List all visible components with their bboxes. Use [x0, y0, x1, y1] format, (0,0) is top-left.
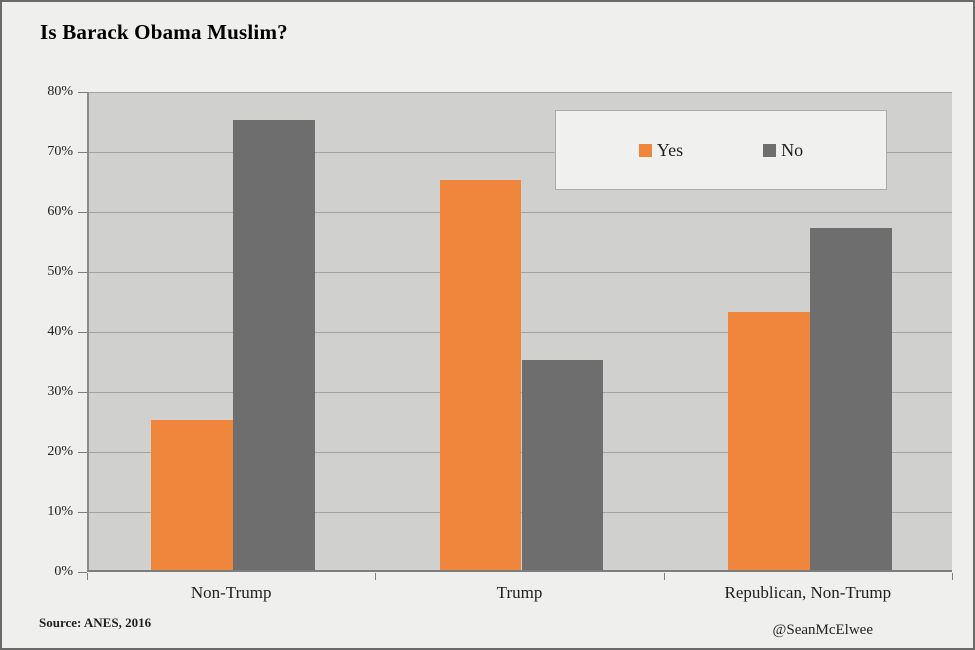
bar-yes-trump: [439, 180, 522, 570]
y-tick-label-0: 0%: [54, 564, 73, 579]
y-tick-label-30: 30%: [47, 384, 73, 399]
bar-no-trump: [521, 360, 604, 570]
legend-label-yes: Yes: [656, 139, 684, 160]
y-tick-mark-0: [78, 572, 87, 573]
x-tick-mark-0: [87, 573, 88, 580]
legend-swatch-icon-no: [763, 143, 777, 157]
y-tick-label-70: 70%: [47, 144, 73, 159]
y-tick-mark-80: [78, 92, 87, 93]
bar-no-republican-non-trump: [809, 228, 892, 570]
x-cat-label-republican-non-trump: Republican, Non-Trump: [724, 583, 892, 602]
x-tick-mark-3: [952, 573, 953, 580]
bar-no-non-trump: [233, 120, 315, 570]
legend-item-no: No: [763, 140, 803, 161]
bar-yes-non-trump: [151, 420, 234, 570]
y-tick-mark-60: [78, 212, 87, 213]
y-tick-mark-20: [78, 452, 87, 453]
legend-item-yes: Yes: [638, 139, 684, 161]
y-tick-mark-40: [78, 332, 87, 333]
attribution-handle: @SeanMcElwee: [772, 622, 873, 638]
y-tick-label-20: 20%: [47, 444, 73, 459]
y-tick-label-40: 40%: [47, 324, 73, 339]
x-cat-label-non-trump: Non-Trump: [190, 583, 272, 602]
x-cat-label-trump: Trump: [496, 583, 543, 602]
y-tick-label-60: 60%: [47, 204, 73, 219]
y-tick-label-80: 80%: [47, 84, 73, 99]
y-tick-mark-70: [78, 152, 87, 153]
chart-title: Is Barack Obama Muslim?: [40, 20, 288, 44]
y-tick-mark-10: [78, 512, 87, 513]
y-tick-mark-50: [78, 272, 87, 273]
gridline-80: [89, 92, 952, 93]
gridline-70: [89, 152, 952, 153]
source-note: Source: ANES, 2016: [39, 615, 152, 630]
y-tick-mark-30: [78, 392, 87, 393]
x-tick-mark-1: [375, 573, 377, 580]
bar-yes-republican-non-trump: [728, 312, 810, 570]
legend-swatch-icon-yes: [638, 143, 652, 157]
legend: Yes No: [555, 110, 887, 190]
y-tick-label-10: 10%: [47, 504, 73, 519]
legend-label-no: No: [781, 139, 804, 160]
y-tick-label-50: 50%: [47, 264, 73, 279]
x-tick-mark-2: [663, 573, 665, 580]
